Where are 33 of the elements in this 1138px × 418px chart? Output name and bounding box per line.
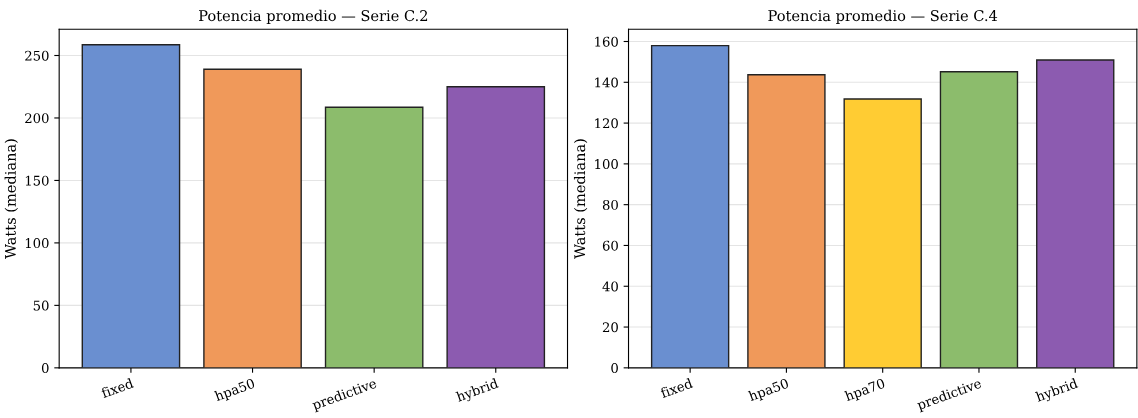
bar bbox=[81, 44, 181, 368]
y-tick-label: 0 bbox=[611, 363, 618, 374]
y-tick-label: 60 bbox=[602, 240, 618, 251]
bar bbox=[747, 74, 826, 368]
y-tick-label: 200 bbox=[25, 113, 49, 124]
bar bbox=[1036, 59, 1115, 368]
y-axis-title: Watts (mediana) bbox=[4, 139, 18, 259]
y-tick-label: 140 bbox=[595, 77, 618, 88]
y-axis-title: Watts (mediana) bbox=[573, 139, 588, 259]
y-tick-label: 50 bbox=[33, 300, 49, 311]
chart-title: Potencia promedio — Serie C.2 bbox=[199, 9, 428, 24]
bar bbox=[650, 44, 730, 368]
y-tick-label: 250 bbox=[25, 50, 49, 61]
y-tick-label: 20 bbox=[602, 322, 618, 333]
bar bbox=[446, 86, 546, 368]
bar bbox=[324, 106, 424, 368]
y-tick-label: 100 bbox=[595, 159, 618, 170]
y-tick-label: 150 bbox=[25, 175, 49, 186]
x-tick-label: hpa70 bbox=[844, 377, 887, 404]
y-tick-label: 40 bbox=[602, 281, 618, 292]
y-tick-label: 0 bbox=[41, 363, 49, 374]
y-tick-label: 160 bbox=[595, 36, 618, 47]
chart-title: Potencia promedio — Serie C.4 bbox=[768, 9, 998, 24]
bar bbox=[939, 70, 1019, 368]
bar bbox=[203, 68, 302, 368]
y-tick-label: 100 bbox=[25, 238, 49, 249]
x-tick-label: hpa50 bbox=[747, 377, 790, 404]
bar bbox=[843, 98, 922, 368]
y-tick-label: 120 bbox=[595, 118, 618, 129]
y-tick-label: 80 bbox=[602, 199, 618, 210]
x-tick-label: hpa50 bbox=[213, 377, 257, 404]
x-tick-label: fixed bbox=[659, 377, 694, 399]
x-tick-label: fixed bbox=[100, 377, 135, 399]
